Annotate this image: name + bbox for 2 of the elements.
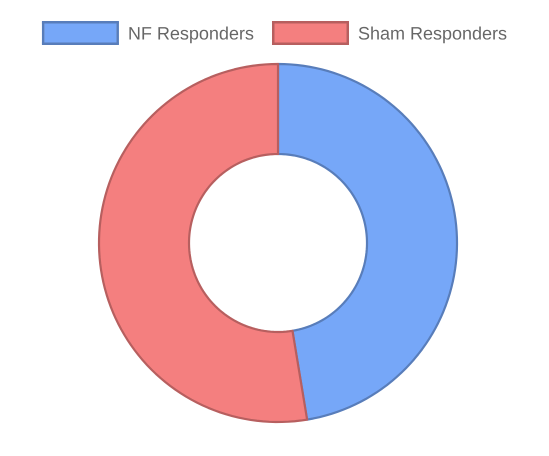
legend-label: Sham Responders xyxy=(358,26,506,44)
legend-label: NF Responders xyxy=(129,26,254,44)
